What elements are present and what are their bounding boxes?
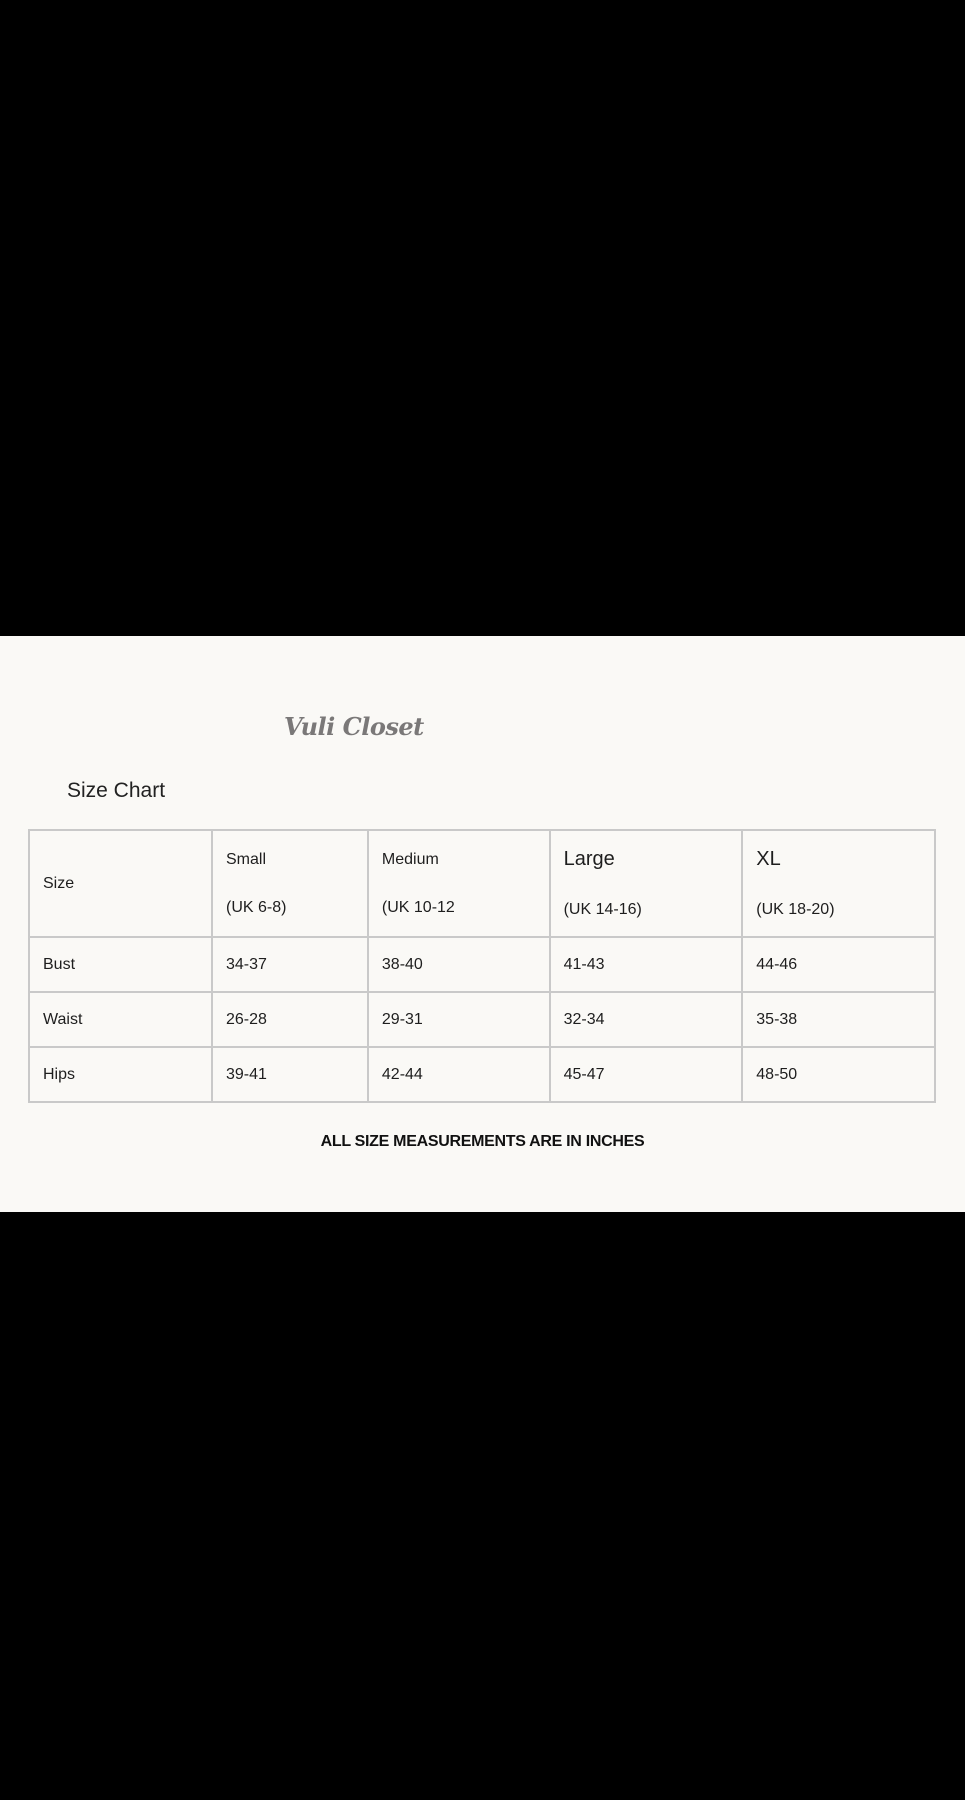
table-cell: 48-50 [741, 1046, 936, 1103]
row-label: Waist [28, 991, 213, 1048]
table-cell: 35-38 [741, 991, 936, 1048]
table-cell: 29-31 [366, 991, 551, 1048]
table-cell: 26-28 [211, 991, 369, 1048]
table-cell: 39-41 [211, 1046, 369, 1103]
measurement-note: ALL SIZE MEASUREMENTS ARE IN INCHES [320, 1133, 645, 1150]
size-chart-image: Vuli Closet Size Chart Size Small (UK 6-8… [0, 636, 965, 1212]
header-size-small: Small (UK 6-8) [211, 829, 369, 938]
header-corner: Size [28, 829, 213, 938]
size-name: XL [756, 848, 781, 870]
size-uk: (UK 14-16) [563, 901, 642, 918]
row-label: Bust [28, 936, 213, 993]
size-uk: (UK 10-12 [381, 898, 455, 916]
table-header-row: Size Small (UK 6-8) Medium (UK 10-12 Large… [28, 829, 936, 938]
header-size-xl: XL (UK 18-20) [741, 829, 936, 938]
table-row: Hips 39-41 42-44 45-47 48-50 [28, 1046, 936, 1103]
table-cell: 32-34 [548, 991, 744, 1048]
table-cell: 45-47 [548, 1046, 744, 1103]
table-cell: 38-40 [366, 936, 551, 993]
header-size-medium: Medium (UK 10-12 [366, 829, 551, 938]
table-cell: 44-46 [741, 936, 936, 993]
size-table: Size Small (UK 6-8) Medium (UK 10-12 Large… [28, 829, 936, 1103]
row-label: Hips [28, 1046, 213, 1103]
page-title: Size Chart [67, 779, 166, 802]
table-cell: 41-43 [548, 936, 744, 993]
table-row: Waist 26-28 29-31 32-34 35-38 [28, 991, 936, 1048]
size-name: Small [226, 850, 267, 868]
brand-logo: Vuli Closet [284, 712, 424, 741]
table-cell: 34-37 [211, 936, 369, 993]
size-name: Medium [381, 850, 439, 868]
table-cell: 42-44 [366, 1046, 551, 1103]
table-row: Bust 34-37 38-40 41-43 44-46 [28, 936, 936, 993]
size-uk: (UK 18-20) [756, 901, 835, 918]
size-name: Large [563, 848, 615, 870]
header-size-large: Large (UK 14-16) [548, 829, 744, 938]
size-uk: (UK 6-8) [226, 898, 287, 916]
